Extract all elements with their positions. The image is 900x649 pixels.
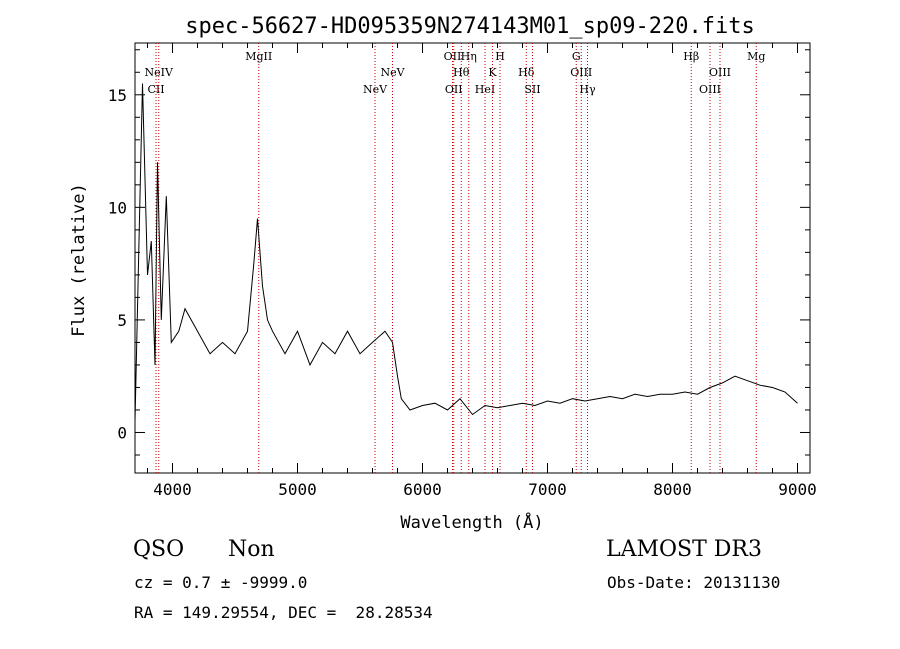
line-label: Mg <box>747 50 765 63</box>
line-label: Hδ <box>518 66 535 79</box>
line-label: NeIV <box>145 66 174 79</box>
line-label: Hβ <box>683 50 699 63</box>
plot-frame <box>134 42 811 474</box>
chart-title: spec-56627-HD095359N274143M01_sp09-220.f… <box>185 14 755 39</box>
line-label: CII <box>147 83 164 96</box>
line-label: NeV <box>380 66 405 79</box>
x-tick-label: 5000 <box>278 480 317 499</box>
line-label: H <box>495 50 505 63</box>
survey-name: LAMOST DR3 <box>606 537 762 562</box>
line-label: G <box>572 50 581 63</box>
line-label: OII <box>444 50 462 63</box>
y-axis-label: Flux (relative) <box>69 183 89 337</box>
line-label: K <box>488 66 497 79</box>
redshift-info: cz = 0.7 ± -9999.0 <box>134 573 308 592</box>
line-label: OII <box>445 83 463 96</box>
x-tick-label: 8000 <box>653 480 692 499</box>
y-tick-label: 10 <box>108 198 127 217</box>
x-tick-label: 7000 <box>528 480 567 499</box>
line-label: OIII <box>570 66 592 79</box>
axis-ticks: 4000 5000 6000 7000 8000 9000 0 5 10 15 <box>108 43 817 499</box>
object-class: QSO <box>133 537 185 562</box>
object-subclass: Non <box>228 537 275 562</box>
x-tick-label: 4000 <box>153 480 192 499</box>
line-label: SII <box>524 83 540 96</box>
line-label: NeV <box>363 83 388 96</box>
line-label: Hθ <box>453 66 470 79</box>
x-tick-label: 6000 <box>403 480 442 499</box>
coordinates: RA = 149.29554, DEC = 28.28534 <box>134 603 433 622</box>
obs-date: Obs-Date: 20131130 <box>607 573 781 592</box>
line-label: HeI <box>475 83 495 96</box>
line-label: Hη <box>461 50 477 63</box>
x-tick-label: 9000 <box>778 480 817 499</box>
line-label: OIII <box>699 83 721 96</box>
line-label: MgII <box>245 50 272 63</box>
line-label: Hγ <box>579 83 596 96</box>
y-tick-label: 0 <box>117 423 127 442</box>
x-axis-label: Wavelength (Å) <box>400 511 543 533</box>
y-tick-label: 15 <box>108 86 127 105</box>
spectrum-line <box>134 83 798 422</box>
line-label: OIII <box>709 66 731 79</box>
spectrum-series <box>134 83 798 422</box>
y-tick-label: 5 <box>117 311 127 330</box>
line-markers: CIINeIVMgIINeVNeVOIIOIIHηHθHeIKHHδSIIGOI… <box>145 43 765 473</box>
